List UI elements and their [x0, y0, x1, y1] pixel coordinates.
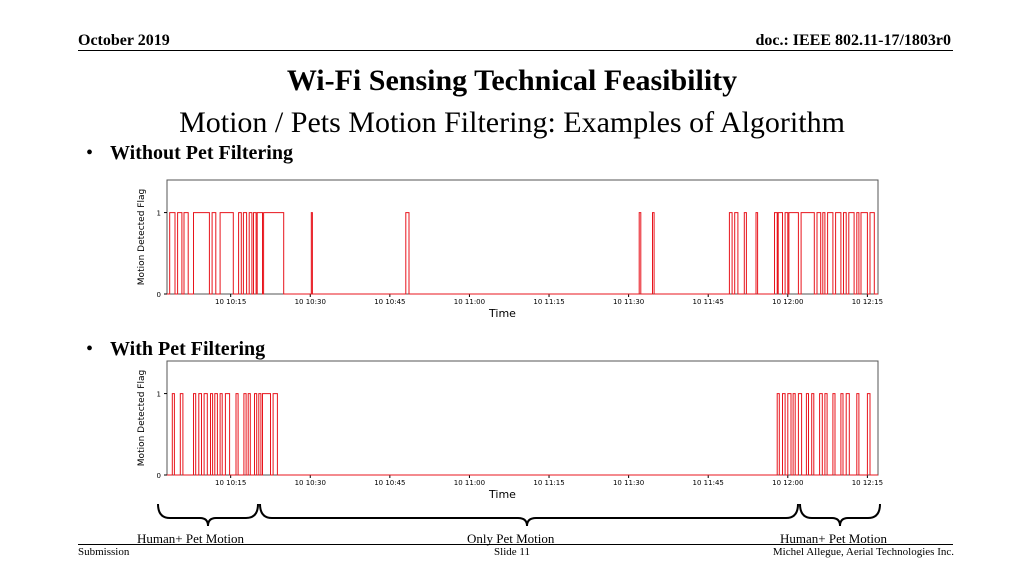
x-tick-label: 10 12:00	[772, 298, 803, 306]
x-tick-label: 10 10:30	[295, 298, 326, 306]
footer-author: Michel Allegue, Aerial Technologies Inc.	[772, 546, 954, 558]
x-tick-label: 10 11:30	[613, 479, 644, 487]
header-date: October 2019	[78, 32, 170, 49]
x-tick-label: 10 10:15	[215, 298, 246, 306]
bullet-with-filtering: • With Pet Filtering	[86, 338, 265, 361]
motion-series-line	[167, 393, 878, 476]
footer-divider	[78, 544, 953, 545]
bullet-without-label: Without Pet Filtering	[110, 142, 293, 164]
x-tick-label: 10 10:45	[374, 298, 405, 306]
footer-submission: Submission	[78, 546, 130, 558]
plot-frame	[166, 179, 879, 295]
x-tick-label: 10 11:15	[533, 479, 564, 487]
annotation-right: Human+ Pet Motion	[780, 531, 887, 546]
x-tick-label: 10 10:30	[295, 479, 326, 487]
x-tick-label: 10 11:45	[693, 479, 724, 487]
plot-frame	[166, 360, 879, 476]
y-tick-label: 1	[157, 391, 161, 399]
x-tick-label: 10 12:00	[772, 479, 803, 487]
x-tick-label: 10 11:00	[454, 479, 485, 487]
x-tick-label: 10 11:00	[454, 298, 485, 306]
chart-without-filtering: 0 1 10 10:15 10 10:30 10 10:45 10 11:00 10 11:…	[137, 179, 883, 320]
bullet-without-filtering: • Without Pet Filtering	[86, 142, 293, 165]
y-tick-label: 1	[157, 210, 161, 218]
annotation-left: Human+ Pet Motion	[137, 531, 244, 546]
header-divider	[78, 50, 953, 51]
motion-series-line	[167, 212, 878, 295]
bullet-with-label: With Pet Filtering	[110, 338, 266, 360]
y-tick-label: 0	[157, 291, 161, 299]
footer-slide-number: Slide 11	[494, 546, 530, 558]
x-axis-label: Time	[488, 488, 516, 501]
x-axis-label: Time	[488, 307, 516, 320]
bullet-dot-icon: •	[86, 142, 94, 164]
header-doc-id: doc.: IEEE 802.11-17/1803r0	[755, 32, 951, 49]
bullet-dot-icon: •	[86, 338, 94, 360]
chart-with-filtering: 0 1 10 10:15 10 10:30 10 10:45 10 11:00 10 11:…	[137, 360, 883, 501]
x-tick-label: 10 12:15	[852, 298, 883, 306]
y-axis-label: Motion Detected Flag	[137, 370, 147, 466]
annotation-braces	[157, 503, 881, 527]
x-tick-label: 10 11:30	[613, 298, 644, 306]
y-tick-label: 0	[157, 472, 161, 480]
annotation-middle: Only Pet Motion	[467, 531, 555, 546]
x-tick-label: 10 12:15	[852, 479, 883, 487]
x-tick-label: 10 10:45	[374, 479, 405, 487]
brace-middle	[259, 503, 799, 527]
brace-left	[157, 503, 259, 527]
x-tick-label: 10 11:15	[533, 298, 564, 306]
slide-subtitle: Motion / Pets Motion Filtering: Examples…	[179, 106, 845, 139]
x-tick-label: 10 11:45	[693, 298, 724, 306]
slide-title: Wi-Fi Sensing Technical Feasibility	[286, 64, 738, 97]
x-tick-label: 10 10:15	[215, 479, 246, 487]
brace-right	[799, 503, 881, 527]
y-axis-label: Motion Detected Flag	[137, 189, 147, 285]
